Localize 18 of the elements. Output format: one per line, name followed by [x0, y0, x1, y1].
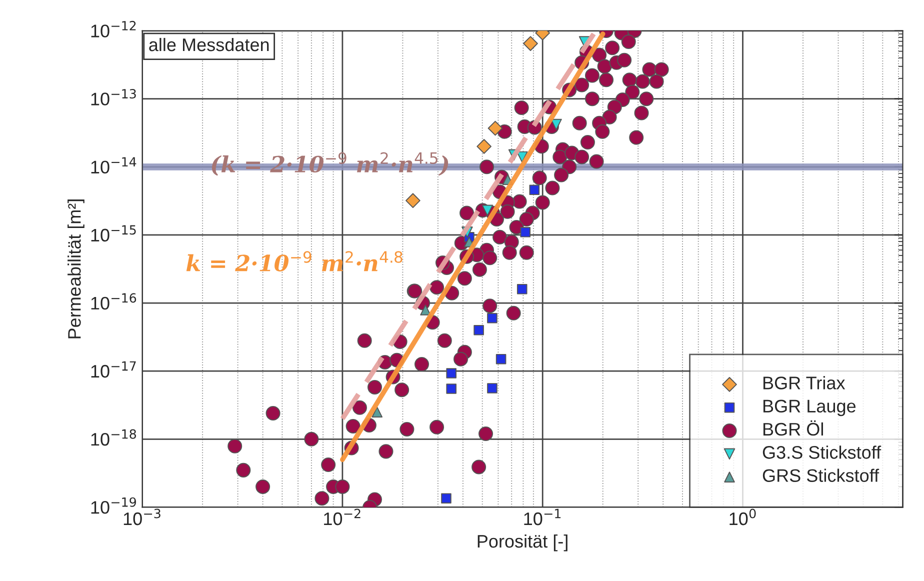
- legend-label: BGR Triax: [763, 376, 846, 390]
- x-axis-title: Porosität [-]: [478, 534, 568, 552]
- legend-label: GRS Stickstoff: [762, 468, 880, 482]
- y-tick-label: 10$^{−15}$: [91, 225, 136, 242]
- y-tick-label: 10$^{−12}$: [91, 20, 136, 38]
- x-tick-label: 10$^{−1}$: [524, 508, 561, 526]
- y-tick-label: 10$^{−16}$: [91, 293, 136, 310]
- legend-label: BGR Öl: [763, 420, 823, 436]
- legend-label: G3.S Stickstoff: [762, 446, 882, 459]
- x-tick-label: 10$^{−2}$: [324, 508, 360, 526]
- y-axis-title: Permeabilität [m²]: [68, 200, 84, 338]
- annotation: alle Messdaten: [149, 38, 269, 52]
- y-tick-label: 10$^{−17}$: [91, 361, 136, 378]
- y-tick-label: 10$^{−18}$: [91, 429, 136, 446]
- legend-label: BGR Lauge: [763, 400, 856, 416]
- x-tick-label: 10$^{0}$: [730, 508, 756, 526]
- y-tick-label: 10$^{−14}$: [91, 157, 136, 174]
- y-tick-label: 10$^{−13}$: [91, 88, 136, 106]
